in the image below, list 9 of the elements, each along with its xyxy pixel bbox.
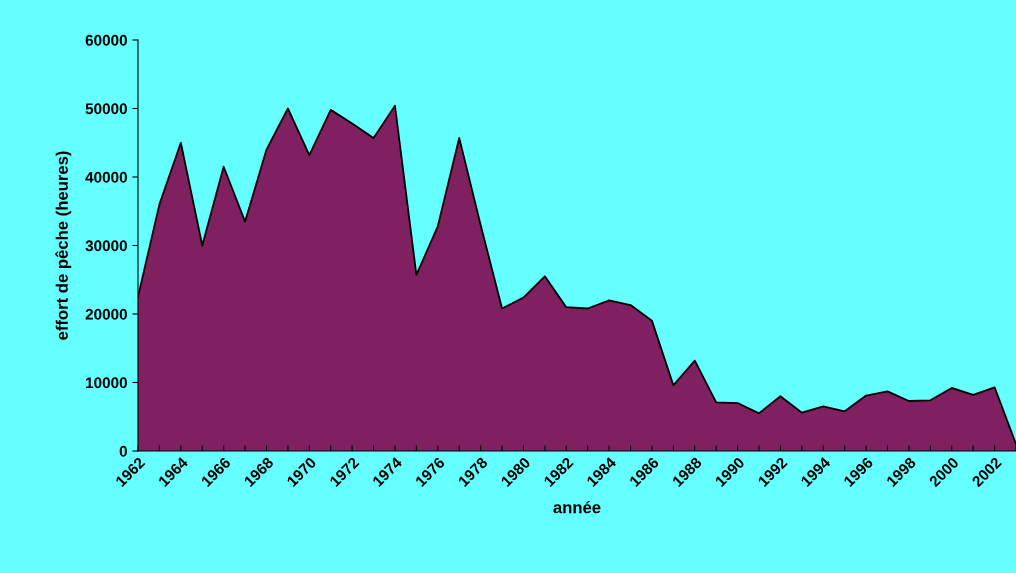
y-tick-label: 40000 bbox=[85, 171, 127, 183]
y-tick-label: 0 bbox=[119, 445, 127, 457]
y-tick-label: 20000 bbox=[85, 308, 127, 320]
x-axis-title: année bbox=[553, 500, 601, 514]
y-tick-label: 60000 bbox=[85, 34, 127, 46]
y-tick-label: 50000 bbox=[85, 103, 127, 115]
y-tick-label: 30000 bbox=[85, 240, 127, 252]
y-tick-label: 10000 bbox=[86, 377, 127, 389]
y-axis-title: effort de pêche (heures) bbox=[55, 151, 72, 340]
